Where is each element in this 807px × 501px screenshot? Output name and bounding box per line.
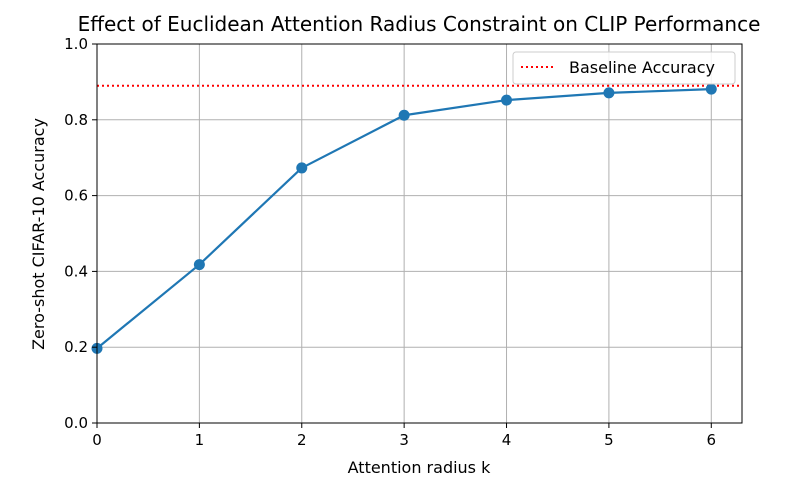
legend-label-baseline: Baseline Accuracy	[569, 58, 715, 77]
y-tick-label-0: 0.0	[64, 414, 88, 432]
y-axis-ticks: 0.0 0.2 0.4 0.6 0.8 1.0	[64, 35, 97, 432]
x-tick-label-2: 2	[297, 431, 307, 449]
y-tick-label-4: 0.8	[64, 111, 88, 129]
series-group	[91, 83, 717, 354]
x-tick-label-5: 5	[604, 431, 614, 449]
y-tick-label-3: 0.6	[64, 187, 88, 205]
y-tick-label-5: 1.0	[64, 35, 88, 53]
x-axis-ticks: 0 1 2 3 4 5 6	[92, 423, 716, 449]
y-tick-label-1: 0.2	[64, 338, 88, 356]
data-point-1	[193, 259, 205, 271]
plot-frame	[96, 43, 743, 424]
x-tick-label-3: 3	[399, 431, 409, 449]
x-axis-label: Attention radius k	[348, 458, 491, 477]
legend-box	[512, 51, 736, 85]
x-tick-label-6: 6	[707, 431, 717, 449]
y-tick-label-2: 0.4	[64, 262, 88, 280]
x-tick-label-1: 1	[195, 431, 205, 449]
y-axis-label: Zero-shot CIFAR-10 Accuracy	[29, 118, 48, 350]
data-point-2	[296, 162, 308, 174]
data-point-5	[603, 87, 615, 99]
data-point-4	[501, 94, 513, 106]
legend: Baseline Accuracy	[512, 51, 736, 85]
x-tick-label-4: 4	[502, 431, 512, 449]
chart-title: Effect of Euclidean Attention Radius Con…	[78, 12, 761, 36]
data-point-6	[705, 83, 717, 95]
data-point-3	[398, 109, 410, 121]
x-tick-label-0: 0	[92, 431, 102, 449]
